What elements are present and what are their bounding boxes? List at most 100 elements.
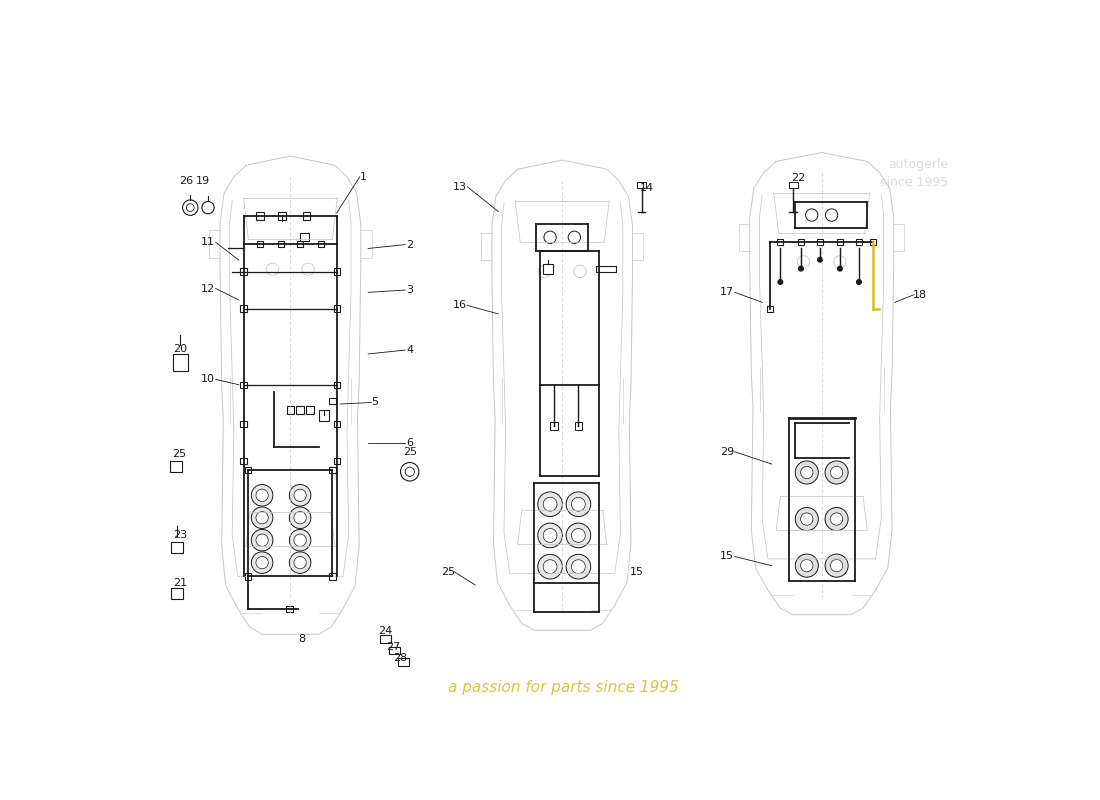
Circle shape — [830, 466, 843, 478]
Circle shape — [538, 523, 562, 548]
Bar — [306, 406, 313, 414]
Bar — [286, 406, 295, 414]
Bar — [334, 458, 340, 464]
Bar — [334, 269, 340, 274]
Text: 14: 14 — [640, 183, 654, 194]
Text: 22: 22 — [792, 174, 805, 183]
Bar — [172, 588, 184, 599]
Bar — [172, 542, 184, 553]
Text: 16: 16 — [453, 301, 466, 310]
Bar — [318, 241, 324, 247]
Circle shape — [572, 529, 585, 542]
Text: 10: 10 — [201, 374, 214, 384]
Bar — [550, 422, 558, 430]
Text: a passion for parts since 1995: a passion for parts since 1995 — [449, 680, 679, 695]
Bar — [329, 574, 336, 579]
Circle shape — [294, 534, 306, 546]
Circle shape — [294, 511, 306, 524]
Bar — [256, 212, 264, 220]
Bar — [334, 306, 340, 311]
Bar — [574, 422, 582, 430]
Circle shape — [251, 552, 273, 574]
Text: 29: 29 — [719, 446, 734, 457]
Bar — [302, 212, 310, 220]
Text: 25: 25 — [172, 449, 186, 459]
Text: 4: 4 — [406, 345, 414, 355]
Bar — [389, 646, 399, 654]
Bar — [329, 398, 336, 404]
Circle shape — [566, 554, 591, 579]
Bar — [300, 233, 309, 241]
Bar — [277, 241, 284, 247]
Bar — [837, 238, 843, 245]
Text: 19: 19 — [196, 176, 210, 186]
Circle shape — [825, 507, 848, 530]
Bar — [778, 238, 783, 245]
Circle shape — [795, 507, 818, 530]
Bar — [245, 574, 252, 579]
Bar — [286, 606, 293, 612]
Circle shape — [837, 266, 843, 271]
Circle shape — [830, 513, 843, 526]
Circle shape — [256, 511, 268, 524]
Circle shape — [289, 485, 311, 506]
Bar — [856, 238, 862, 245]
Bar — [334, 421, 340, 427]
Circle shape — [289, 507, 311, 529]
Circle shape — [572, 560, 585, 574]
Circle shape — [256, 557, 268, 569]
Text: autogerle
since 1995: autogerle since 1995 — [880, 158, 948, 189]
Text: 27: 27 — [386, 642, 400, 651]
Bar — [595, 266, 616, 272]
Circle shape — [543, 498, 557, 511]
Text: 2: 2 — [406, 240, 414, 250]
Text: 1: 1 — [360, 172, 367, 182]
Circle shape — [817, 258, 823, 262]
Circle shape — [799, 266, 803, 271]
Bar — [169, 461, 182, 472]
Text: 11: 11 — [201, 238, 214, 247]
Circle shape — [795, 554, 818, 577]
Circle shape — [294, 557, 306, 569]
Bar — [768, 306, 773, 312]
Circle shape — [801, 559, 813, 572]
Bar — [319, 410, 330, 421]
Circle shape — [566, 492, 591, 517]
Bar — [789, 182, 797, 188]
Bar — [329, 467, 336, 474]
Circle shape — [251, 485, 273, 506]
Bar — [798, 238, 804, 245]
Circle shape — [251, 507, 273, 529]
Circle shape — [294, 489, 306, 502]
Circle shape — [795, 461, 818, 484]
Text: 28: 28 — [394, 653, 408, 663]
Circle shape — [289, 552, 311, 574]
Text: 20: 20 — [173, 343, 187, 354]
Circle shape — [801, 513, 813, 526]
Bar — [241, 382, 246, 388]
Bar — [543, 265, 552, 274]
Bar — [241, 458, 246, 464]
Text: 3: 3 — [406, 285, 414, 295]
Circle shape — [538, 554, 562, 579]
Bar — [245, 467, 252, 474]
Circle shape — [778, 280, 782, 284]
Text: 15: 15 — [720, 551, 734, 562]
Circle shape — [202, 202, 215, 214]
Circle shape — [543, 560, 557, 574]
Circle shape — [801, 466, 813, 478]
Circle shape — [543, 529, 557, 542]
Bar — [297, 241, 304, 247]
Bar — [278, 212, 286, 220]
Text: 26: 26 — [179, 176, 194, 186]
Circle shape — [830, 559, 843, 572]
Bar — [241, 306, 246, 311]
Text: 15: 15 — [630, 567, 644, 577]
Bar — [398, 658, 409, 666]
Bar — [817, 238, 823, 245]
Bar — [256, 241, 263, 247]
Bar — [296, 406, 304, 414]
Bar — [637, 182, 646, 188]
Text: 13: 13 — [453, 182, 466, 192]
Circle shape — [256, 489, 268, 502]
